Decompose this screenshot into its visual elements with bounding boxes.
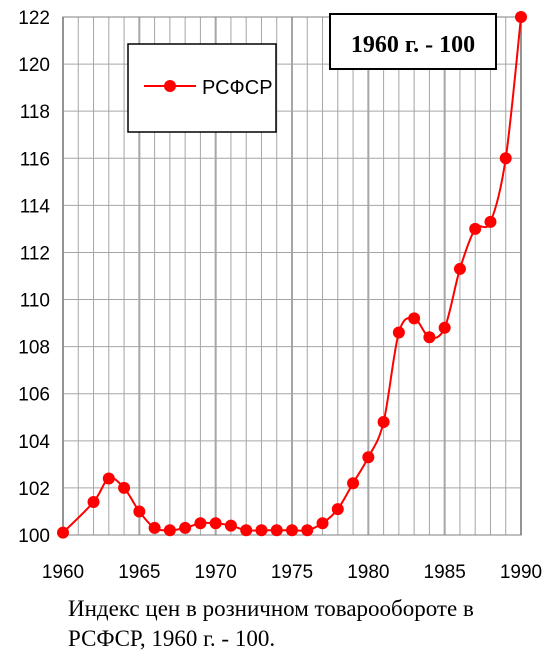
data-point bbox=[255, 524, 268, 537]
data-point bbox=[163, 524, 176, 537]
y-tick-label: 112 bbox=[20, 243, 50, 264]
data-point bbox=[270, 524, 283, 537]
x-tick-label: 1975 bbox=[271, 562, 313, 583]
data-point bbox=[331, 503, 344, 516]
y-tick-label: 106 bbox=[18, 385, 50, 406]
y-tick-label: 104 bbox=[18, 432, 50, 453]
data-point bbox=[57, 526, 69, 539]
data-point bbox=[499, 152, 512, 165]
x-axis-ticks: 1960 1965 1970 1975 1980 1985 1990 bbox=[42, 562, 542, 583]
y-tick-label: 100 bbox=[18, 526, 50, 547]
y-tick-label: 120 bbox=[18, 55, 50, 76]
data-point bbox=[102, 472, 115, 485]
data-point bbox=[515, 11, 527, 23]
data-point bbox=[484, 215, 497, 228]
data-point bbox=[148, 521, 161, 534]
data-point bbox=[118, 481, 131, 494]
legend-box bbox=[127, 43, 277, 133]
data-point bbox=[438, 321, 451, 334]
x-tick-label: 1985 bbox=[424, 562, 466, 583]
data-point bbox=[286, 524, 298, 537]
x-tick-label: 1990 bbox=[500, 562, 542, 583]
data-point bbox=[179, 521, 192, 534]
data-point bbox=[423, 331, 436, 344]
y-tick-label: 114 bbox=[20, 196, 51, 217]
y-tick-label: 108 bbox=[18, 338, 50, 359]
base-year-annotation: 1960 г. - 100 bbox=[329, 13, 497, 70]
legend: РСФСР bbox=[127, 43, 277, 133]
x-tick-label: 1965 bbox=[118, 562, 160, 583]
data-point bbox=[133, 505, 146, 518]
x-tick-label: 1980 bbox=[347, 562, 389, 583]
data-point bbox=[240, 524, 253, 537]
data-point bbox=[362, 451, 375, 464]
annotation-box bbox=[329, 13, 497, 70]
data-point bbox=[209, 517, 222, 530]
data-point bbox=[224, 519, 237, 532]
series-rsfsr bbox=[57, 11, 527, 539]
y-tick-label: 116 bbox=[20, 149, 50, 170]
data-point bbox=[392, 326, 405, 339]
y-tick-label: 118 bbox=[20, 102, 50, 123]
data-point bbox=[453, 262, 466, 275]
data-point bbox=[408, 312, 421, 325]
data-point bbox=[301, 524, 314, 537]
data-point bbox=[377, 415, 390, 428]
figure-caption: Индекс цен в розничном товарообороте в Р… bbox=[68, 596, 474, 651]
data-point bbox=[347, 477, 360, 490]
legend-label: РСФСР bbox=[202, 77, 273, 99]
data-point bbox=[469, 222, 482, 235]
annotation-text: 1960 г. - 100 bbox=[351, 32, 475, 58]
data-point bbox=[87, 496, 100, 509]
data-point bbox=[316, 517, 329, 530]
y-tick-label: 110 bbox=[20, 291, 50, 312]
legend-marker bbox=[164, 80, 176, 92]
y-tick-label: 122 bbox=[18, 8, 50, 29]
y-tick-label: 102 bbox=[18, 479, 50, 500]
data-point bbox=[194, 517, 207, 530]
y-axis-ticks: 100 102 104 106 108 110 112 114 116 118 120 122 bbox=[18, 8, 50, 547]
x-tick-label: 1960 bbox=[42, 562, 84, 583]
x-tick-label: 1970 bbox=[195, 562, 237, 583]
